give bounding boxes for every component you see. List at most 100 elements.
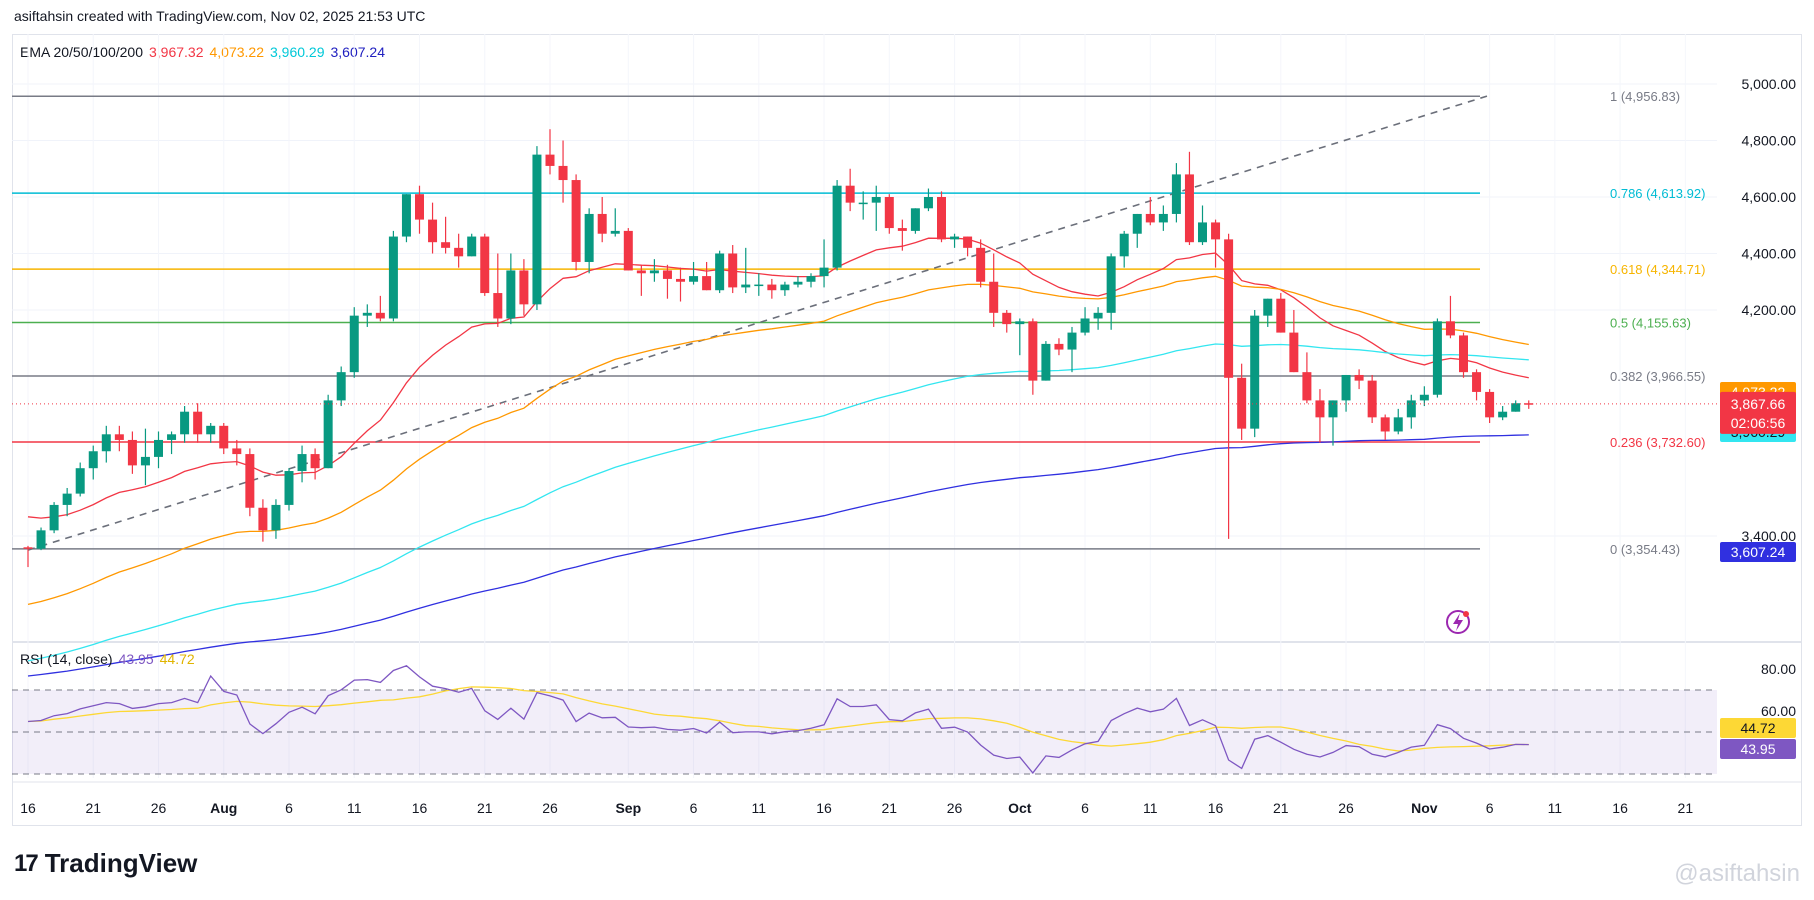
tradingview-logo-text: TradingView	[44, 848, 198, 878]
candle-body	[649, 270, 659, 274]
candle-body	[1302, 372, 1312, 401]
candle-body	[206, 425, 216, 435]
candle-body	[610, 230, 620, 234]
rsi-ma-line	[27, 686, 1529, 752]
time-axis-label: 21	[85, 800, 101, 816]
candle-body	[493, 293, 503, 319]
candle-body	[1054, 343, 1064, 350]
candle-body	[1224, 239, 1234, 378]
ema100-line	[27, 343, 1529, 662]
candle-body	[910, 208, 920, 231]
fib-level-label: 0.382 (3,966.55)	[1610, 369, 1705, 384]
candle-body	[167, 434, 177, 440]
candle-body	[180, 411, 190, 435]
price-tick-label: 4,200.00	[1742, 302, 1797, 318]
time-axis-label: 16	[1612, 800, 1628, 816]
fib-level-label: 0.786 (4,613.92)	[1610, 186, 1705, 201]
candle-body	[819, 267, 829, 277]
rsi-tick-label: 80.00	[1761, 661, 1796, 677]
candle-body	[597, 213, 607, 234]
trendline	[27, 94, 1490, 551]
ema100-value: 3,960.29	[270, 44, 325, 60]
candle-body	[767, 284, 777, 291]
candle-body	[62, 493, 72, 505]
candle-body	[963, 236, 973, 248]
time-axis-label: 16	[1208, 800, 1224, 816]
candle-body	[545, 154, 555, 166]
candle-body	[75, 468, 85, 494]
alert-bolt-icon-glyph	[1453, 613, 1463, 631]
candle-body	[101, 434, 111, 452]
last-price-badge: 3,867.66 02:06:56	[1720, 391, 1796, 434]
candle-body	[1106, 256, 1116, 313]
price-tick-label: 4,800.00	[1742, 133, 1797, 149]
candle-body	[1132, 213, 1142, 234]
candle-body	[1145, 213, 1155, 223]
candle-body	[245, 454, 255, 508]
candle-body	[715, 253, 725, 291]
price-tick-label: 5,000.00	[1742, 76, 1797, 92]
tradingview-logo[interactable]: 17 TradingView	[14, 848, 197, 879]
candle-body	[806, 276, 816, 282]
time-axis-label: 11	[752, 800, 767, 816]
time-axis-label: 11	[347, 800, 362, 816]
rsi-badge: 43.95	[1720, 739, 1796, 759]
candle-body	[1015, 321, 1025, 325]
candle-body	[1250, 315, 1260, 429]
candle-body	[741, 284, 751, 288]
time-axis-label: 26	[1338, 800, 1354, 816]
candle-body	[1485, 391, 1495, 418]
candle-body	[793, 281, 803, 285]
rsi-tick-label: 60.00	[1761, 703, 1796, 719]
time-axis-label: 26	[542, 800, 558, 816]
candle-body	[532, 154, 542, 305]
candle-body	[114, 434, 124, 440]
candle-body	[441, 242, 451, 248]
candle-body	[1328, 400, 1338, 418]
candle-body	[193, 411, 203, 435]
candle-body	[1211, 222, 1221, 240]
candle-body	[454, 247, 464, 257]
candle-body	[1276, 298, 1286, 333]
time-axis-label: Nov	[1411, 800, 1438, 816]
candle-body	[689, 276, 699, 282]
candle-body	[310, 454, 320, 469]
rsi-badge-bg	[1720, 718, 1796, 738]
countdown-timer: 02:06:56	[1731, 415, 1786, 431]
candle-body	[1393, 417, 1403, 432]
candle-body	[428, 219, 438, 243]
time-axis-label: Sep	[615, 800, 641, 816]
time-axis-label: 26	[151, 800, 167, 816]
rsi-legend[interactable]: RSI (14, close) 43.95 44.72	[20, 651, 201, 667]
ema-legend[interactable]: EMA 20/50/100/200 3,967.32 4,073.22 3,960.2…	[20, 44, 391, 60]
candle-body	[1028, 321, 1038, 381]
candle-body	[937, 197, 946, 240]
candle-body	[989, 281, 999, 313]
candle-body	[754, 284, 764, 287]
time-axis-label: 11	[1143, 800, 1158, 816]
candle-body	[401, 194, 411, 237]
candle-body	[662, 270, 672, 279]
alert-bolt-icon-ring	[1446, 610, 1470, 634]
rsi-value: 43.95	[118, 651, 154, 667]
rsi-badge-text: 43.95	[1740, 741, 1775, 757]
candle-body	[832, 185, 842, 268]
candle-body	[323, 400, 333, 469]
author-watermark: @asiftahsin	[1674, 860, 1800, 887]
ema20-value: 3,967.32	[149, 44, 204, 60]
chart-frame	[12, 34, 1802, 826]
candle-body	[349, 315, 359, 373]
candle-body	[480, 236, 490, 294]
chart-header: asiftahsin created with TradingView.com,…	[14, 8, 426, 24]
time-axis-label: 6	[1081, 800, 1089, 816]
ema-badge-text: 3,607.24	[1731, 544, 1786, 560]
candle-body	[388, 236, 398, 319]
time-axis-label: Aug	[210, 800, 237, 816]
last-price-badge-bg	[1720, 391, 1796, 434]
candle-body	[1041, 343, 1051, 381]
candle-body	[219, 425, 229, 449]
rsi-ma-value: 44.72	[159, 651, 195, 667]
ema50-value: 4,073.22	[209, 44, 265, 60]
time-axis-label: 6	[1486, 800, 1494, 816]
